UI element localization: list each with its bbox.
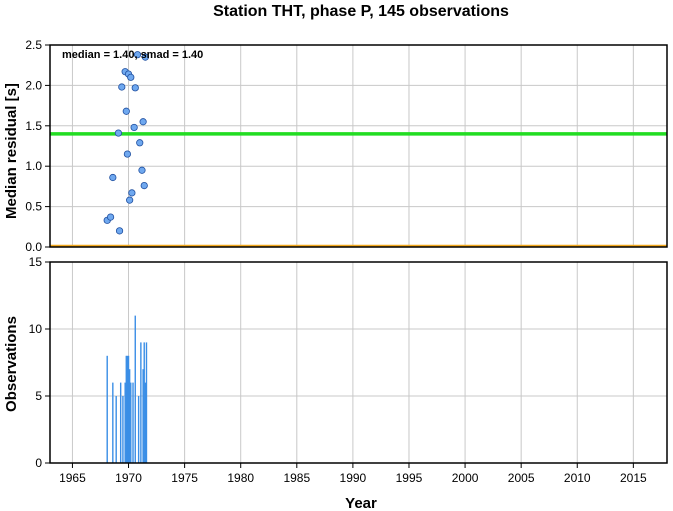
x-tick-label: 1980 xyxy=(227,471,254,485)
bottom-y-tick-label: 0 xyxy=(35,456,42,470)
x-tick-label: 1990 xyxy=(340,471,367,485)
top-y-tick-label: 0.5 xyxy=(25,200,42,214)
x-tick-label: 1970 xyxy=(115,471,142,485)
residual-point xyxy=(131,84,139,92)
chart-title: Station THT, phase P, 145 observations xyxy=(213,3,509,20)
top-y-tick-label: 1.0 xyxy=(25,159,42,173)
residual-point xyxy=(138,166,146,174)
bottom-panel-x-ticks: 1965 1970 1975 1980 1985 1990 1995 2000 2005 2010… xyxy=(59,463,647,485)
residual-point xyxy=(141,53,149,61)
bottom-y-tick-label: 15 xyxy=(29,255,43,269)
residual-point xyxy=(127,73,135,81)
x-axis-label: Year xyxy=(345,495,377,511)
bottom-panel-bars xyxy=(106,315,148,463)
x-tick-label: 2005 xyxy=(508,471,535,485)
residual-point xyxy=(128,189,136,197)
residual-point xyxy=(123,150,132,158)
top-y-tick-label: 1.5 xyxy=(25,119,42,133)
bottom-panel-frame xyxy=(49,261,668,464)
bottom-y-axis-label: Observations xyxy=(3,316,20,412)
top-panel-points xyxy=(103,51,149,235)
top-y-tick-label: 0.0 xyxy=(25,240,42,254)
residual-point xyxy=(126,196,134,204)
residual-point xyxy=(133,51,142,59)
top-panel-y-ticks: 0.0 0.5 1.0 1.5 2.0 2.5 xyxy=(25,38,50,254)
x-tick-label: 2015 xyxy=(620,471,647,485)
residual-point xyxy=(140,181,148,190)
median-smad-annotation: median = 1.40, smad = 1.40 xyxy=(62,49,203,61)
residual-point xyxy=(109,173,117,182)
residual-point xyxy=(130,123,138,132)
x-tick-label: 1975 xyxy=(171,471,198,485)
residual-point xyxy=(115,227,124,235)
top-panel-reference-lines xyxy=(50,132,667,248)
x-tick-label: 1965 xyxy=(59,471,86,485)
top-y-axis-label: Median residual [s] xyxy=(3,83,20,219)
residual-point xyxy=(114,129,123,137)
bottom-panel-y-ticks: 0 5 10 15 xyxy=(29,255,50,470)
top-panel-frame xyxy=(49,44,668,248)
x-tick-label: 2010 xyxy=(564,471,591,485)
residual-point xyxy=(118,83,126,91)
x-tick-label: 1985 xyxy=(283,471,310,485)
residual-point xyxy=(122,107,130,115)
residual-point xyxy=(106,213,115,221)
residual-point xyxy=(139,118,147,126)
bottom-y-tick-label: 10 xyxy=(29,322,43,336)
x-tick-label: 1995 xyxy=(396,471,423,485)
x-tick-label: 2000 xyxy=(452,471,479,485)
residual-point xyxy=(136,139,144,147)
top-y-tick-label: 2.0 xyxy=(25,78,42,92)
bottom-y-tick-label: 5 xyxy=(35,389,42,403)
top-panel-grid xyxy=(50,44,667,248)
top-y-tick-label: 2.5 xyxy=(25,38,42,52)
